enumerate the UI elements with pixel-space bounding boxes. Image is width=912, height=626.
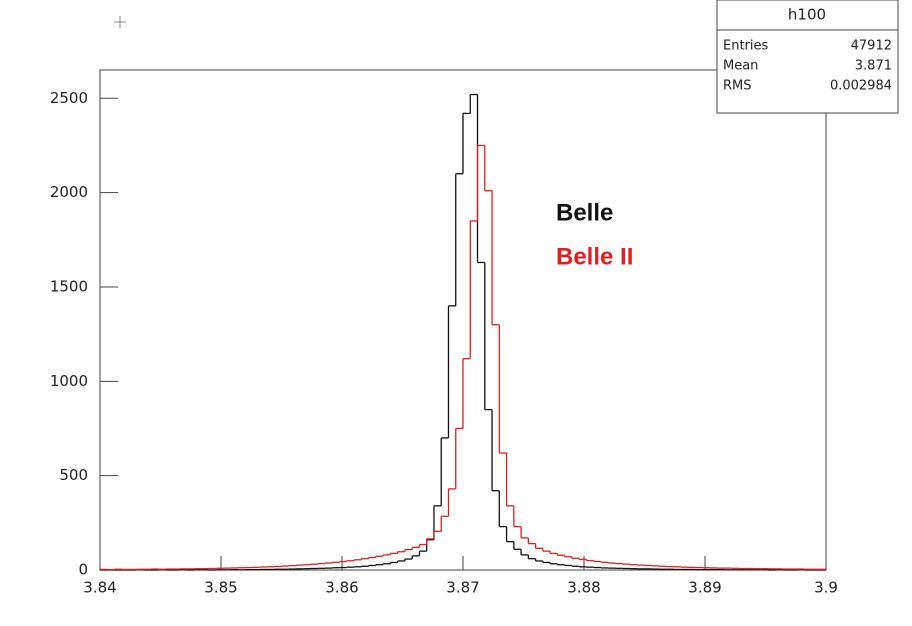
crosshair-icon	[114, 16, 126, 28]
y-tick-label: 0	[78, 561, 88, 579]
y-tick-label: 1500	[50, 277, 88, 295]
stats-value: 3.871	[855, 59, 892, 74]
y-tick-label: 500	[59, 466, 88, 484]
x-tick-label: 3.89	[688, 579, 721, 597]
x-tick-label: 3.85	[204, 579, 237, 597]
stats-value: 0.002984	[830, 79, 892, 94]
legend-box	[537, 178, 682, 287]
y-tick-label: 1000	[50, 372, 88, 390]
x-tick-label: 3.84	[83, 579, 116, 597]
x-tick-label: 3.87	[446, 579, 479, 597]
stats-title: h100	[788, 6, 826, 24]
stats-label: Entries	[723, 39, 769, 54]
stats-box: h100	[716, 0, 899, 114]
stats-label: Mean	[723, 59, 758, 74]
y-tick-label: 2500	[50, 89, 88, 107]
stats-value: 47912	[851, 39, 892, 54]
y-tick-label: 2000	[50, 183, 88, 201]
x-tick-label: 3.9	[814, 579, 838, 597]
legend-entry: Belle II	[556, 243, 633, 270]
x-tick-label: 3.86	[325, 579, 358, 597]
legend-entry: Belle	[556, 199, 613, 226]
stats-label: RMS	[723, 79, 752, 94]
x-tick-label: 3.88	[567, 579, 600, 597]
